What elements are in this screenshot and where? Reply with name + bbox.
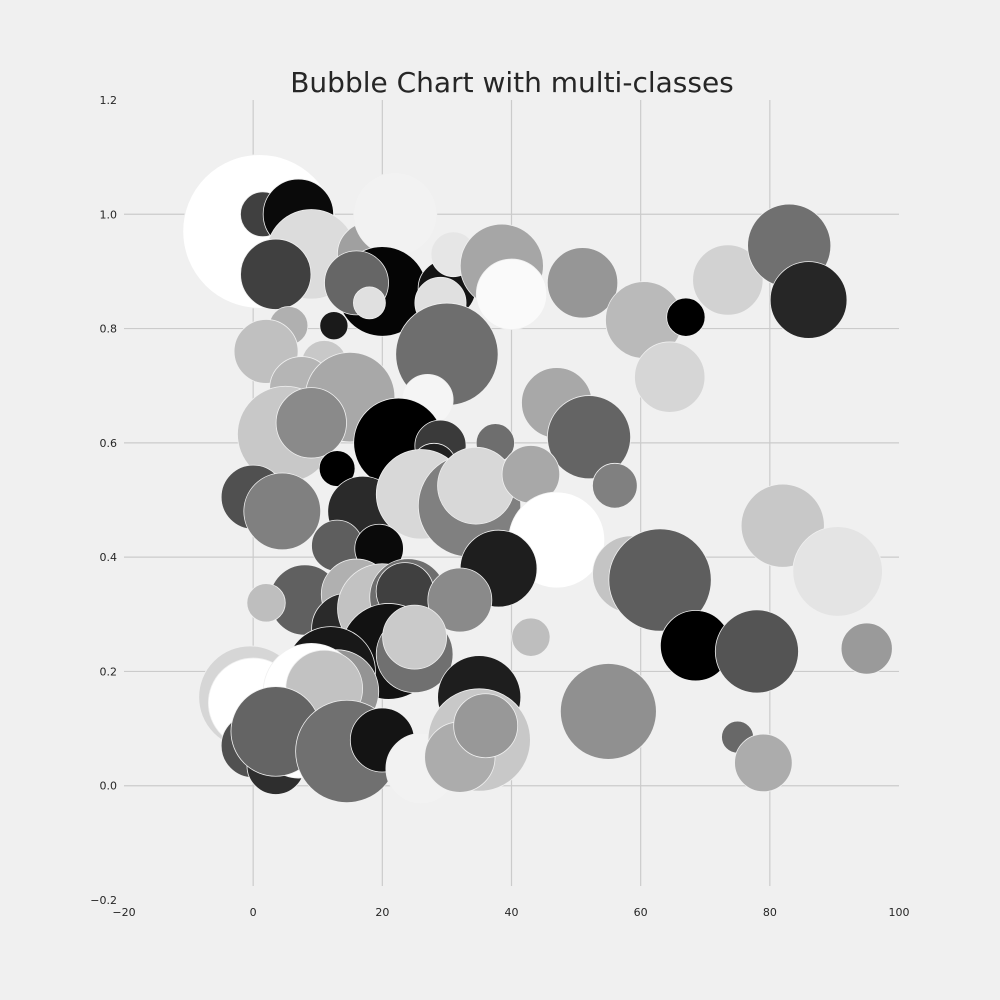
bubble-point (592, 462, 638, 509)
bubble-point (714, 609, 799, 694)
x-tick-label: 80 (763, 906, 777, 919)
chart-title: Bubble Chart with multi-classes (290, 66, 734, 99)
y-tick-label: 0.6 (100, 437, 118, 450)
bubble-point (608, 528, 712, 632)
bubble-point (666, 297, 706, 337)
bubble-point (692, 244, 764, 316)
bubble-point (734, 733, 793, 793)
y-tick-label: 1.2 (100, 94, 118, 107)
x-tick-label: 0 (250, 906, 257, 919)
y-tick-label: 0.4 (100, 551, 118, 564)
bubbles (182, 154, 893, 805)
bubble-point (246, 583, 286, 623)
bubble-point (318, 450, 356, 487)
y-tick-label: −0.2 (90, 894, 117, 907)
x-tick-label: 40 (505, 906, 519, 919)
bubble-point (547, 395, 632, 480)
tick-labels: −20 0 20 40 60 80 100 −0.2 0.0 0.2 0.4 0.6 0.8 1.0 1.2 (90, 94, 909, 919)
bubble-point (243, 472, 322, 551)
bubble-point (559, 663, 657, 760)
bubble-point (840, 622, 893, 675)
x-tick-label: 60 (634, 906, 648, 919)
bubble-point (453, 693, 519, 759)
y-tick-label: 0.0 (100, 780, 118, 793)
bubble-point (353, 286, 386, 320)
bubble-point (353, 172, 438, 257)
bubble-point (427, 567, 493, 633)
x-tick-label: −20 (112, 906, 135, 919)
y-tick-label: 1.0 (100, 208, 118, 221)
bubble-point (511, 617, 551, 657)
bubble-point (634, 341, 706, 413)
bubble-point (382, 604, 448, 670)
bubble-point (475, 258, 548, 330)
x-tick-label: 20 (375, 906, 389, 919)
bubble-point (319, 311, 349, 341)
y-tick-label: 0.8 (100, 323, 118, 336)
bubble-point (437, 446, 515, 525)
bubble-point (546, 247, 619, 319)
x-tick-label: 100 (889, 906, 910, 919)
bubble-point (769, 261, 848, 339)
bubble-point (792, 526, 883, 617)
y-tick-label: 0.2 (100, 665, 118, 678)
bubble-point (275, 387, 347, 459)
bubble-point (240, 238, 312, 310)
